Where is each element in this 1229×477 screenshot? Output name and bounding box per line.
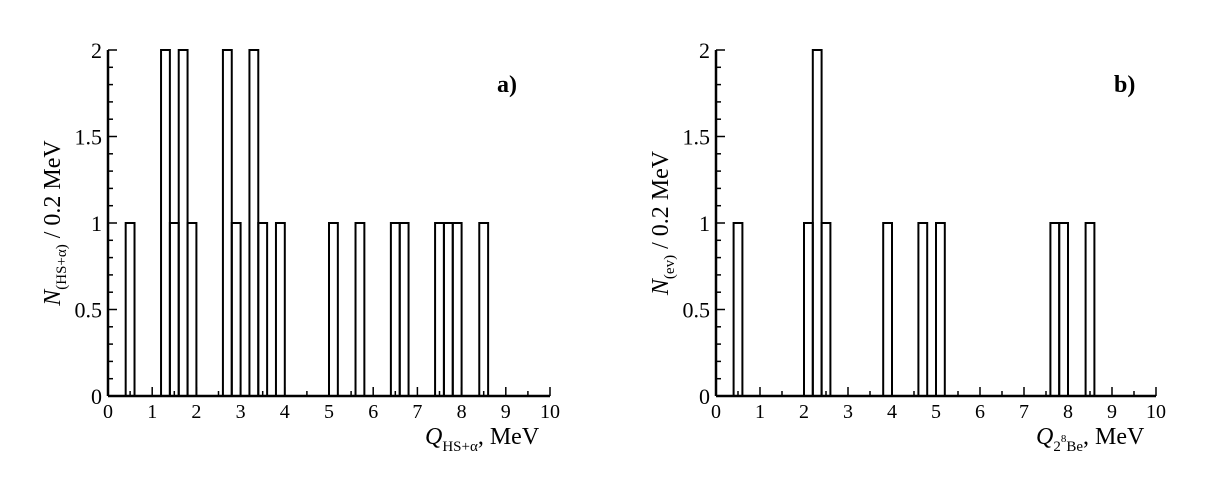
- panel-b-histogram-bar: [917, 222, 929, 397]
- panel-b-histogram-bar: [882, 222, 894, 397]
- panel-b-histogram-bar: [1084, 222, 1096, 397]
- panel-b-x-tick-label: 9: [1107, 401, 1117, 423]
- panel-a-histogram-bar: [442, 222, 454, 397]
- panel-a-histogram-bar: [354, 222, 366, 397]
- panel-a-x-tick-label: 1: [147, 401, 157, 423]
- panel-a-x-axis-label: QHS+α, MeV: [425, 424, 540, 455]
- panel-a-histogram-bar: [257, 222, 269, 397]
- panel-a-histogram-bar: [168, 222, 180, 397]
- panel-b-plot: 0 1 2 3 4 5 6 7 8 9 10 0 0.5 1 1.5 2 b) N(ev) / 0.2 MeV Q2…: [648, 38, 1166, 455]
- panel-a-histogram-bar: [328, 222, 339, 397]
- panel-b-y-tick-label: 0: [699, 384, 710, 409]
- panel-a-x-tick-label: 8: [457, 401, 467, 423]
- panel-a-histogram-bar: [248, 49, 260, 397]
- panel-b-x-tick-label: 1: [755, 401, 765, 423]
- panel-b-y-tick-label: 2: [699, 38, 710, 63]
- panel-b-label: b): [1114, 72, 1135, 98]
- panel-a-x-tick-label: 7: [412, 401, 422, 423]
- panel-b-y-tick-label: 1: [699, 211, 710, 236]
- panel-a-y-tick-label: 2: [91, 38, 102, 63]
- panel-a-y-tick-label: 0: [91, 384, 102, 409]
- panel-a-y-tick-label: 1.5: [75, 125, 103, 150]
- panel-b-x-tick-label: 5: [931, 401, 941, 423]
- panel-b-x-tick-label: 4: [887, 401, 897, 423]
- panel-b-x-tick-label: 2: [799, 401, 809, 423]
- panel-a-label: a): [497, 72, 517, 98]
- panel-a-histogram-bar: [177, 49, 189, 397]
- panel-a-plot: 0 1 2 3 4 5 6 7 8 9 10 0 0.5 1 1.5 2 a) N(HS+α) / 0.2 MeV…: [40, 38, 560, 455]
- panel-a-y-axis-label: N(HS+α) / 0.2 MeV: [40, 140, 70, 307]
- panel-a-x-tick-label: 9: [501, 401, 511, 423]
- panel-a-histogram-bar: [160, 49, 171, 397]
- panel-a-histogram-bar: [389, 222, 401, 397]
- panel-a-histogram-bar: [451, 222, 463, 397]
- panel-b-histogram-bar: [803, 222, 814, 397]
- panel-b-histogram-bar: [935, 222, 946, 397]
- panel-b-y-tick-label: 1.5: [683, 125, 711, 150]
- panel-a-y-tick-label: 0.5: [75, 298, 103, 323]
- panel-a-x-tick-label: 4: [280, 401, 290, 423]
- panel-a-histogram-bar: [434, 222, 445, 397]
- panel-a-histogram-bar: [274, 222, 286, 397]
- panel-a-x-tick-label: 10: [540, 401, 560, 423]
- panel-b-x-tick-label: 6: [975, 401, 985, 423]
- panel-b-x-tick-label: 8: [1063, 401, 1073, 423]
- panel-b-x-tick-label: 0: [711, 401, 721, 423]
- panel-a-histogram-bar: [230, 222, 242, 397]
- panel-b-x-tick-label: 3: [843, 401, 853, 423]
- panel-a-histogram-bar: [478, 222, 490, 397]
- panel-a-x-tick-label: 0: [103, 401, 113, 423]
- panel-b-y-axis-label: N(ev) / 0.2 MeV: [648, 150, 678, 296]
- panel-b-histogram-bar: [811, 49, 823, 397]
- panel-a-x-tick-label: 6: [368, 401, 378, 423]
- panel-a-x-tick-label: 3: [236, 401, 246, 423]
- panel-b-x-axis-label: Q28Be, MeV: [1036, 424, 1145, 455]
- panel-b-histogram-bar: [1058, 222, 1069, 397]
- panel-a-histogram-bar: [124, 222, 136, 397]
- panel-a-x-tick-label: 2: [191, 401, 201, 423]
- panel-b-histogram-bar: [732, 222, 744, 397]
- panel-a-histogram-bar: [186, 222, 198, 397]
- panel-a-histogram-bar: [221, 49, 233, 397]
- panel-a-histogram-bar: [398, 222, 410, 397]
- panel-a-x-tick-label: 5: [324, 401, 334, 423]
- panel-b-histogram-bar: [820, 222, 832, 397]
- panel-b-histogram-bar: [1049, 222, 1061, 397]
- panel-b-x-tick-label: 10: [1146, 401, 1166, 423]
- panel-b-y-tick-label: 0.5: [683, 298, 711, 323]
- panel-b-x-tick-label: 7: [1019, 401, 1029, 423]
- panel-a-y-tick-label: 1: [91, 211, 102, 236]
